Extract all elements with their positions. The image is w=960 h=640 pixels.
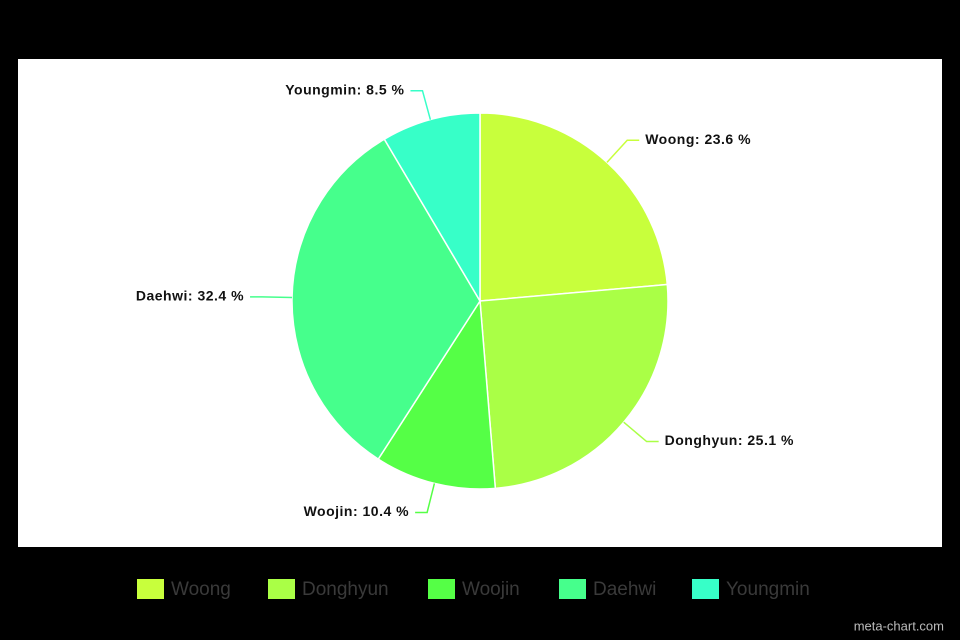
pie-slice bbox=[479, 112, 669, 302]
pie-slice bbox=[479, 283, 669, 490]
watermark: meta-chart.com bbox=[854, 618, 944, 633]
legend-label: Woong bbox=[171, 579, 231, 600]
slice-label: Daehwi: 32.4 % bbox=[136, 288, 244, 304]
legend-label: Woojin bbox=[462, 579, 520, 600]
legend-swatch bbox=[137, 579, 164, 599]
legend-label: Donghyun bbox=[302, 579, 389, 600]
legend-swatch bbox=[428, 579, 455, 599]
legend-label: Youngmin bbox=[726, 579, 810, 600]
leader-line bbox=[410, 89, 432, 120]
pie-slice bbox=[383, 112, 481, 304]
legend-label: Daehwi bbox=[593, 579, 656, 600]
pie-slice bbox=[377, 298, 497, 490]
slice-label: Donghyun: 25.1 % bbox=[665, 432, 794, 448]
leader-line bbox=[415, 483, 436, 514]
leader-line bbox=[606, 139, 640, 163]
legend-swatch bbox=[559, 579, 586, 599]
leader-line bbox=[623, 421, 659, 443]
slice-label: Woong: 23.6 % bbox=[645, 131, 751, 147]
slice-label: Woojin: 10.4 % bbox=[304, 503, 410, 519]
leader-line bbox=[250, 296, 293, 299]
legend-swatch bbox=[268, 579, 295, 599]
legend-swatch bbox=[692, 579, 719, 599]
slice-label: Youngmin: 8.5 % bbox=[285, 81, 404, 97]
